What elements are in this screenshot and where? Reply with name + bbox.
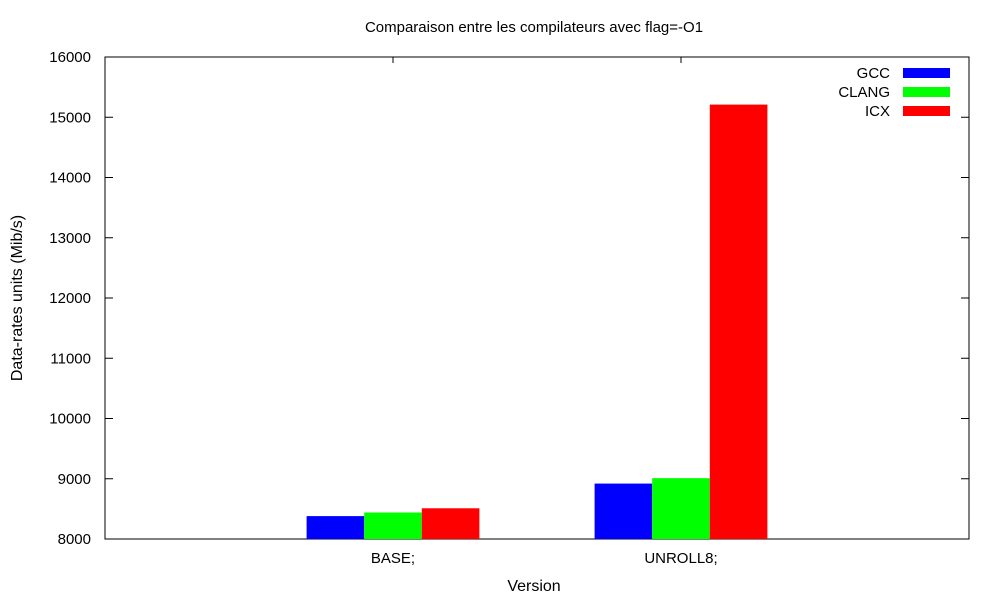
legend-swatch-icx: [903, 106, 950, 116]
y-tick-label: 11000: [50, 350, 91, 367]
y-tick-label: 12000: [49, 290, 91, 307]
legend-swatch-clang: [903, 87, 950, 97]
bar-gcc-1: [594, 483, 653, 539]
y-tick-label: 10000: [49, 411, 91, 428]
bar-icx-0: [421, 508, 480, 539]
y-tick-label: 16000: [49, 49, 91, 66]
bar-clang-0: [364, 512, 422, 539]
x-category-label: UNROLL8;: [644, 550, 717, 567]
axis-layer: 8000 9000 10000 11000 12000 13000 14000 15000 16…: [49, 49, 970, 567]
y-tick-label: 14000: [49, 170, 91, 187]
x-axis-title: Version: [507, 578, 560, 595]
legend-label-clang: CLANG: [838, 84, 890, 101]
legend: GCC CLANG ICX: [838, 65, 950, 120]
x-category-label: BASE;: [371, 550, 415, 567]
y-tick-label: 8000: [58, 531, 91, 548]
legend-label-icx: ICX: [865, 103, 890, 120]
legend-swatch-gcc: [903, 68, 950, 78]
bar-layer: [306, 104, 768, 539]
plot-frame: [104, 56, 970, 540]
y-tick-label: 13000: [49, 230, 91, 247]
bar-icx-1: [709, 104, 768, 539]
bar-gcc-0: [306, 516, 365, 539]
bar-clang-1: [652, 478, 710, 539]
y-tick-label: 9000: [58, 471, 91, 488]
chart-title: Comparaison entre les compilateurs avec …: [365, 19, 703, 36]
y-tick-label: 15000: [49, 109, 91, 126]
y-axis-title: Data-rates units (Mib/s): [9, 215, 26, 381]
legend-label-gcc: GCC: [857, 65, 891, 82]
